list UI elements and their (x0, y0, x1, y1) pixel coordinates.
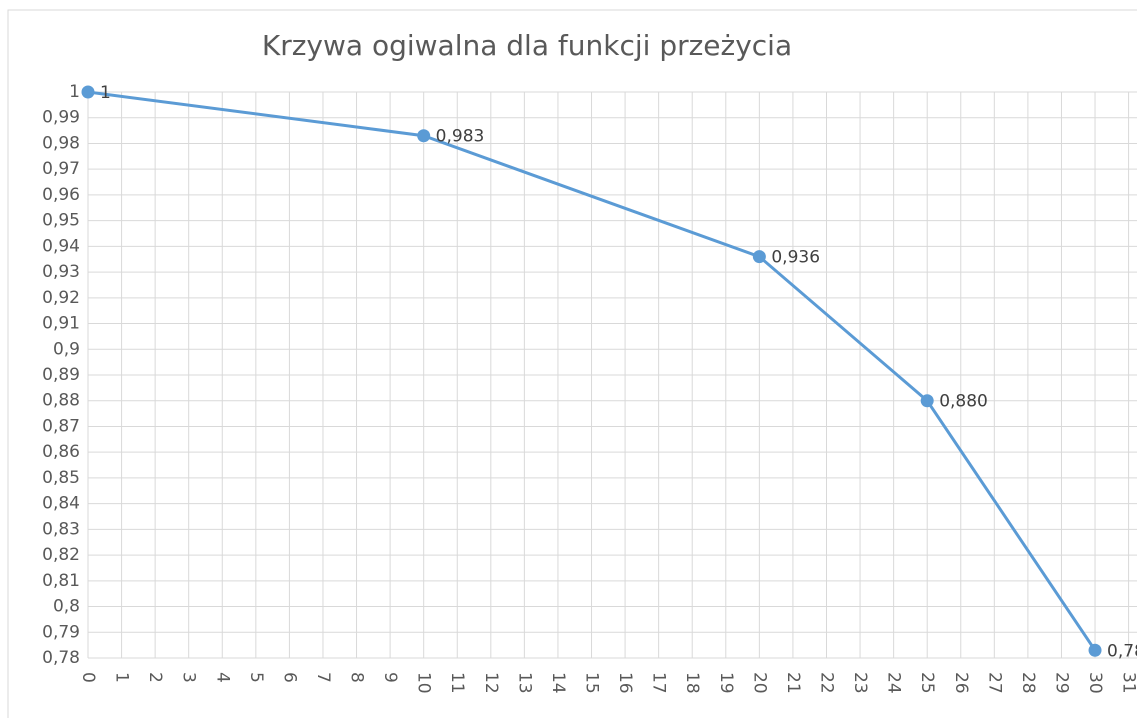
x-tick-label: 8 (347, 672, 367, 683)
x-tick-label: 4 (212, 672, 232, 683)
x-tick-label: 26 (951, 672, 971, 694)
y-tick-label: 0,83 (42, 519, 80, 539)
x-tick-label: 14 (548, 672, 568, 694)
data-point (417, 129, 431, 143)
x-tick-label: 9 (380, 672, 400, 683)
x-tick-label: 23 (850, 672, 870, 694)
chart-border (7, 9, 1137, 718)
y-tick-label: 0,94 (42, 236, 80, 256)
data-point (920, 394, 934, 408)
y-tick-label: 0,9 (53, 339, 80, 359)
y-tick-label: 0,88 (42, 391, 80, 411)
x-tick-label: 1 (112, 672, 132, 683)
x-tick-label: 15 (582, 672, 602, 694)
y-tick-label: 0,89 (42, 365, 80, 385)
y-tick-label: 0,91 (42, 314, 80, 334)
x-tick-label: 3 (179, 672, 199, 683)
y-tick-label: 0,92 (42, 288, 80, 308)
x-tick-label: 7 (313, 672, 333, 683)
x-tick-label: 19 (716, 672, 736, 694)
chart-title: Krzywa ogiwalna dla funkcji przeżycia (262, 29, 792, 62)
x-tick-label: 6 (279, 672, 299, 683)
x-tick-label: 20 (749, 672, 769, 694)
x-tick-label: 18 (682, 672, 702, 694)
x-tick-label: 12 (481, 672, 501, 694)
y-tick-label: 0,96 (42, 185, 80, 205)
data-point (1088, 643, 1102, 657)
data-label: 0,983 (436, 127, 485, 147)
y-tick-label: 0,95 (42, 211, 80, 231)
y-tick-label: 0,87 (42, 416, 80, 436)
y-tick-label: 0,93 (42, 262, 80, 282)
x-tick-label: 30 (1085, 672, 1105, 694)
x-tick-label: 0 (78, 672, 98, 683)
y-tick-label: 0,78 (42, 648, 80, 668)
x-tick-label: 13 (514, 672, 534, 694)
x-tick-label: 22 (816, 672, 836, 694)
y-tick-label: 0,86 (42, 442, 80, 462)
x-tick-label: 31 (1119, 672, 1137, 694)
y-tick-label: 0,97 (42, 159, 80, 179)
y-tick-label: 0,98 (42, 133, 80, 153)
y-tick-label: 0,8 (53, 597, 80, 617)
y-tick-label: 0,99 (42, 108, 80, 128)
y-tick-label: 0,81 (42, 571, 80, 591)
x-tick-label: 16 (615, 672, 635, 694)
y-tick-label: 0,82 (42, 545, 80, 565)
y-tick-label: 0,84 (42, 494, 80, 514)
x-tick-label: 27 (984, 672, 1004, 694)
y-tick-label: 0,85 (42, 468, 80, 488)
data-label: 0,783 (1107, 641, 1137, 661)
data-label: 1 (100, 83, 111, 103)
y-tick-label: 1 (69, 82, 80, 102)
x-tick-label: 17 (649, 672, 669, 694)
x-tick-label: 21 (783, 672, 803, 694)
x-tick-label: 24 (884, 672, 904, 694)
x-tick-label: 28 (1018, 672, 1038, 694)
x-tick-label: 2 (145, 672, 165, 683)
x-tick-label: 5 (246, 672, 266, 683)
y-tick-label: 0,79 (42, 622, 80, 642)
x-tick-label: 29 (1051, 672, 1071, 694)
x-tick-label: 10 (414, 672, 434, 694)
data-label: 0,936 (771, 248, 820, 268)
x-tick-label: 11 (447, 672, 467, 694)
data-label: 0,880 (939, 392, 988, 412)
data-point (752, 250, 766, 264)
x-tick-label: 25 (917, 672, 937, 694)
data-point (81, 85, 95, 99)
